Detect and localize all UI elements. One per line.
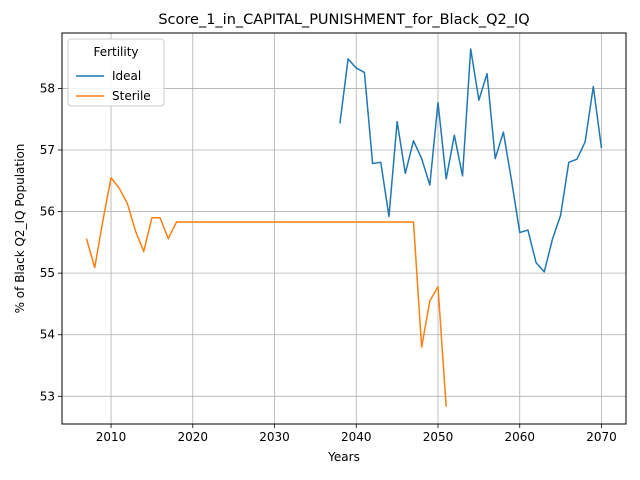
- series-line-sterile: [85, 176, 447, 407]
- x-tick-label: 2020: [178, 430, 209, 444]
- x-tick-label: 2050: [423, 430, 454, 444]
- y-tick-label: 56: [40, 205, 55, 219]
- plot-frame: [61, 32, 627, 425]
- x-tick-label: 2010: [96, 430, 127, 444]
- grid: [62, 33, 626, 424]
- y-tick-label: 53: [40, 389, 55, 403]
- y-axis-ticks: 53 54 55 56 57 58: [40, 81, 62, 403]
- x-tick-label: 2070: [586, 430, 617, 444]
- y-tick-label: 58: [40, 81, 55, 95]
- chart-title: Score_1_in_CAPITAL_PUNISHMENT_for_Black_…: [158, 12, 529, 28]
- x-tick-label: 2040: [341, 430, 372, 444]
- x-axis-label: Years: [327, 450, 360, 464]
- x-tick-label: 2030: [259, 430, 290, 444]
- legend-label-sterile: Sterile: [112, 89, 151, 103]
- y-tick-label: 57: [40, 143, 55, 157]
- x-axis-ticks: 2010 2020 2030 2040 2050 2060 2070: [96, 424, 617, 444]
- x-tick-label: 2060: [504, 430, 535, 444]
- legend-box: [67, 38, 165, 107]
- y-tick-label: 55: [40, 266, 55, 280]
- y-axis-label: % of Black Q2_IQ Population: [13, 144, 27, 314]
- series-line-ideal: [339, 48, 603, 273]
- series-lines: [85, 48, 603, 407]
- legend-title: Fertility: [93, 45, 138, 59]
- legend-label-ideal: Ideal: [112, 69, 141, 83]
- y-tick-label: 54: [40, 328, 55, 342]
- legend: Fertility Ideal Sterile: [67, 38, 165, 107]
